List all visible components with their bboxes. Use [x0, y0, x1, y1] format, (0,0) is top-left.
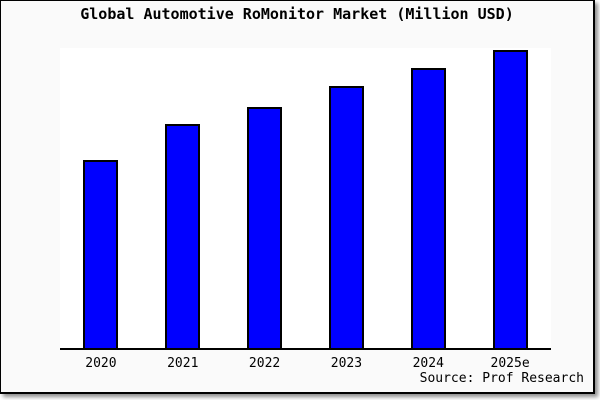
bar-2020	[83, 160, 118, 348]
x-tick-label-2024: 2024	[412, 356, 444, 371]
bar-2024	[411, 68, 446, 348]
chart-frame: Global Automotive RoMonitor Market (Mill…	[0, 0, 595, 394]
x-tick-label-2025e: 2025e	[490, 356, 530, 371]
plot-area	[60, 48, 551, 350]
x-tick-label-2023: 2023	[330, 356, 363, 371]
chart-title: Global Automotive RoMonitor Market (Mill…	[80, 5, 514, 23]
x-tick-label-2020: 2020	[85, 356, 117, 371]
source-label: Source: Prof Research	[419, 371, 584, 386]
x-axis-line	[60, 348, 551, 350]
bar-2022	[247, 107, 282, 348]
bar-2025e	[493, 50, 528, 348]
bar-2023	[329, 86, 364, 348]
x-tick-label-2021: 2021	[167, 356, 199, 371]
x-tick-label-2022: 2022	[248, 356, 281, 371]
bar-2021	[165, 124, 200, 348]
